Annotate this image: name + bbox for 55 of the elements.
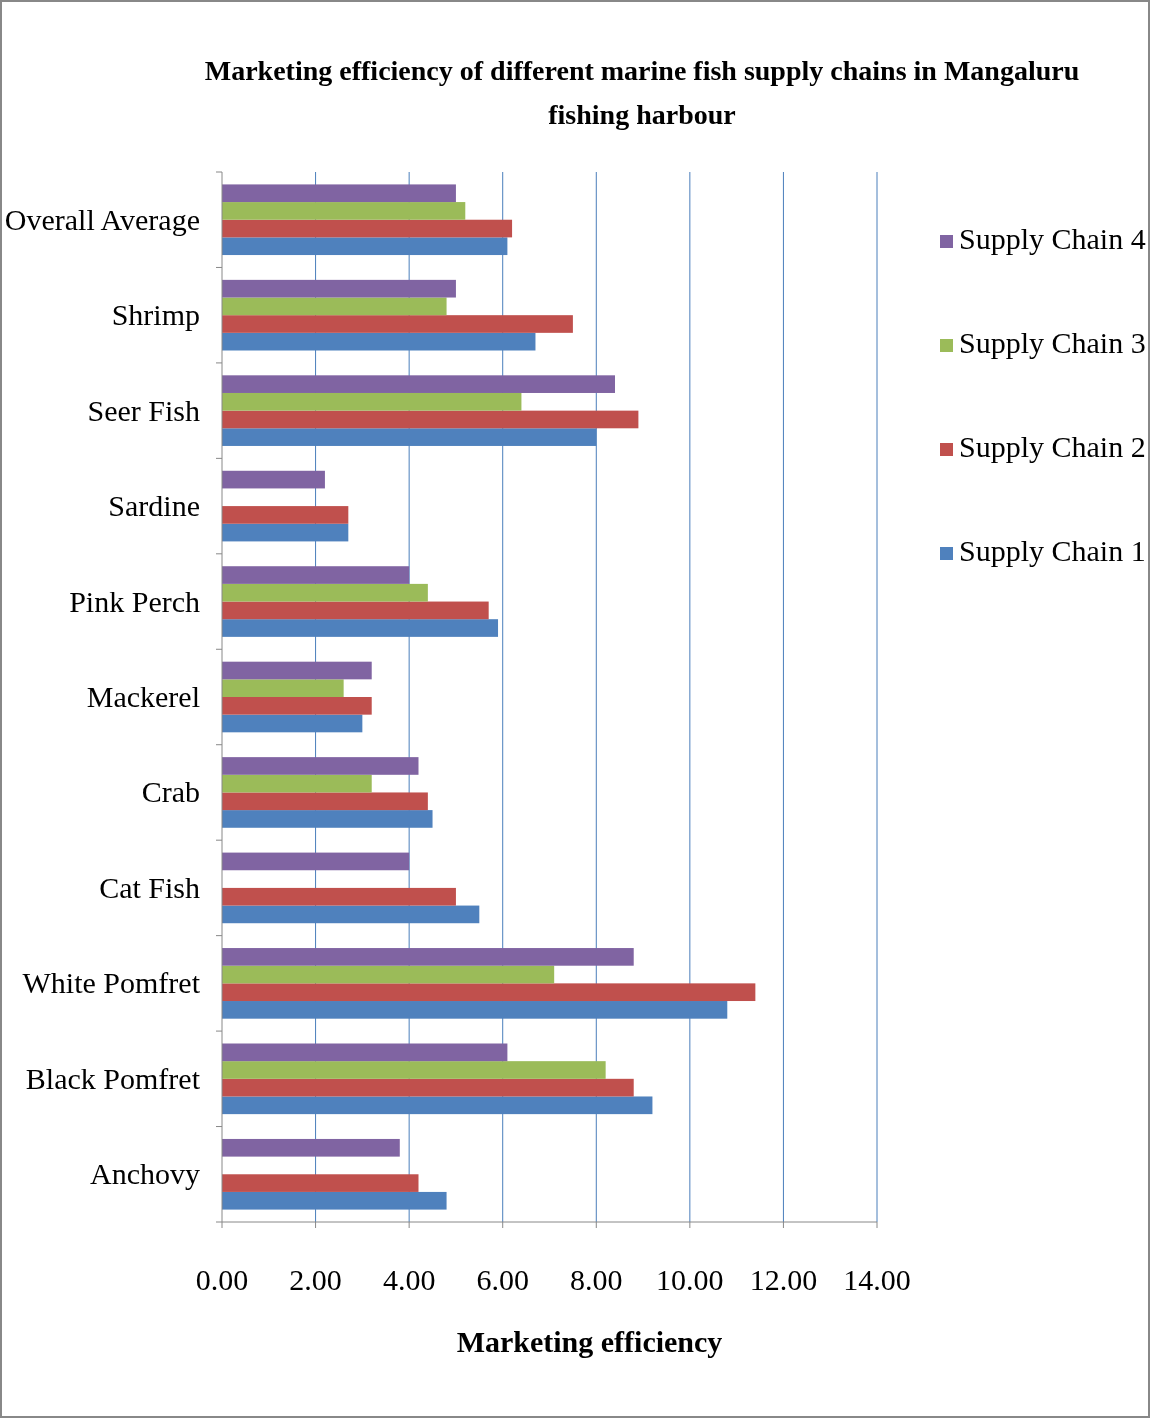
bar bbox=[222, 774, 372, 793]
y-tick-label: Overall Average bbox=[4, 202, 200, 236]
x-tick-label: 14.00 bbox=[843, 1263, 911, 1296]
bar bbox=[222, 583, 428, 602]
bar bbox=[222, 315, 573, 333]
bar bbox=[222, 506, 349, 524]
x-tick-label: 4.00 bbox=[382, 1263, 436, 1296]
chart-title: Marketing efficiency of different marine fish supply chains in Mangaluru fishing harbour bbox=[204, 55, 1080, 130]
bar bbox=[222, 887, 456, 906]
y-tick-label: Mackerel bbox=[86, 680, 200, 713]
bar bbox=[222, 297, 447, 316]
bar bbox=[222, 792, 428, 811]
y-tick-label: Cat Fish bbox=[99, 870, 200, 904]
legend-label: Supply Chain 1 bbox=[959, 534, 1146, 567]
bar bbox=[222, 1043, 508, 1062]
bar bbox=[222, 601, 489, 620]
y-tick-label: Anchovy bbox=[90, 1157, 200, 1191]
bar bbox=[222, 392, 522, 411]
x-axis-title: Marketing efficiency bbox=[456, 1325, 723, 1358]
y-tick-label: Black Pomfret bbox=[25, 1061, 201, 1095]
legend-label: Supply Chain 4 bbox=[959, 222, 1146, 255]
bar bbox=[222, 965, 555, 984]
bar bbox=[222, 202, 466, 220]
x-tick-label: 8.00 bbox=[570, 1263, 623, 1296]
bar bbox=[222, 1138, 400, 1157]
bar bbox=[222, 566, 410, 584]
bar bbox=[222, 1078, 634, 1097]
bar bbox=[222, 757, 419, 775]
bar bbox=[222, 219, 513, 238]
bar bbox=[222, 184, 456, 203]
legend-label: Supply Chain 3 bbox=[959, 326, 1146, 359]
y-tick-label: Seer Fish bbox=[87, 393, 200, 427]
bar bbox=[222, 983, 756, 1002]
bar bbox=[222, 852, 410, 871]
y-tick-label: White Pomfret bbox=[22, 966, 201, 1000]
x-tick-label: 0.00 bbox=[195, 1263, 249, 1296]
bar bbox=[222, 1061, 606, 1079]
bar bbox=[222, 410, 639, 429]
x-tick-label: 6.00 bbox=[476, 1263, 529, 1296]
legend-label: Supply Chain 2 bbox=[959, 430, 1146, 463]
y-tick-label: Sardine bbox=[108, 489, 200, 523]
bar bbox=[222, 470, 325, 489]
bar bbox=[222, 697, 372, 715]
bar bbox=[222, 661, 372, 680]
bar bbox=[222, 948, 634, 966]
y-tick-label: Pink Perch bbox=[69, 584, 200, 618]
bar bbox=[222, 1174, 419, 1192]
bar bbox=[222, 679, 344, 697]
x-tick-label: 12.00 bbox=[749, 1263, 818, 1296]
y-tick-label: Shrimp bbox=[111, 298, 200, 332]
x-tick-label: 2.00 bbox=[289, 1263, 342, 1296]
bar bbox=[222, 375, 615, 393]
bar bbox=[222, 279, 456, 298]
x-tick-label: 10.00 bbox=[656, 1263, 724, 1296]
y-tick-label: Crab bbox=[141, 775, 200, 809]
